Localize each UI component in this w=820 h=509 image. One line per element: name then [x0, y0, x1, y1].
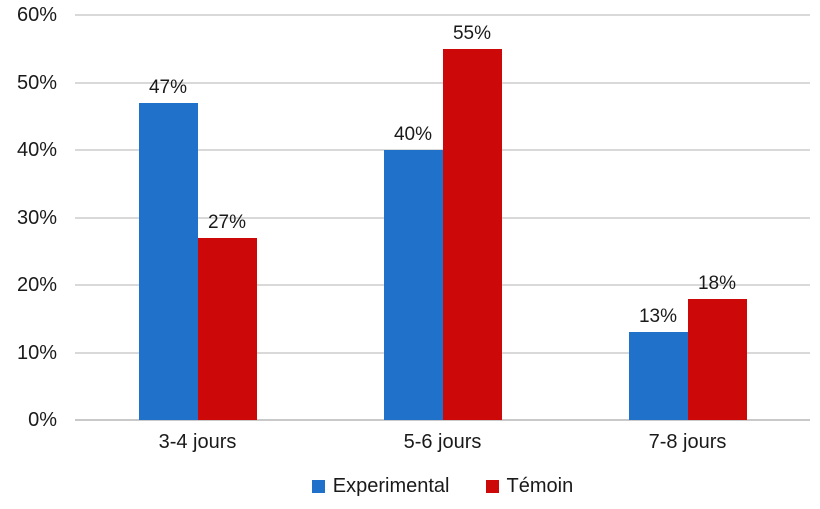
x-axis-category-label: 3-4 jours — [158, 431, 237, 453]
bar-value-label: 47% — [148, 76, 188, 98]
bar-value-label: 18% — [697, 272, 737, 294]
bar-temoin — [687, 298, 747, 420]
legend-item-experimental: Experimental — [311, 475, 450, 497]
gridline — [75, 14, 810, 16]
y-axis-tick-label: 60% — [16, 4, 57, 26]
x-axis-line — [75, 419, 810, 421]
bar-temoin — [442, 48, 502, 420]
bar-experimental — [628, 332, 688, 420]
bar-temoin — [197, 237, 257, 420]
chart-legend: Experimental Témoin — [75, 475, 810, 497]
legend-swatch-icon — [485, 479, 499, 493]
y-axis-tick-label: 50% — [16, 71, 57, 94]
y-axis-tick-label: 20% — [16, 274, 57, 296]
bar-experimental — [138, 102, 198, 420]
y-axis-tick-label: 40% — [16, 139, 57, 161]
y-axis-tick-label: 10% — [16, 341, 57, 364]
legend-label: Témoin — [506, 475, 574, 497]
legend-swatch-icon — [311, 479, 325, 493]
y-axis-tick-label: 30% — [16, 206, 57, 229]
y-axis-tick-label: 0% — [28, 409, 57, 431]
bar-value-label: 55% — [452, 22, 492, 44]
bar-value-label: 40% — [393, 124, 433, 145]
legend-label: Experimental — [332, 475, 450, 497]
x-axis-category-label: 5-6 jours — [403, 431, 482, 453]
legend-item-temoin: Témoin — [485, 475, 574, 497]
bar-experimental — [383, 150, 443, 420]
bar-value-label: 27% — [207, 211, 247, 233]
bar-value-label: 13% — [638, 306, 678, 328]
x-axis-category-label: 7-8 jours — [648, 431, 727, 453]
